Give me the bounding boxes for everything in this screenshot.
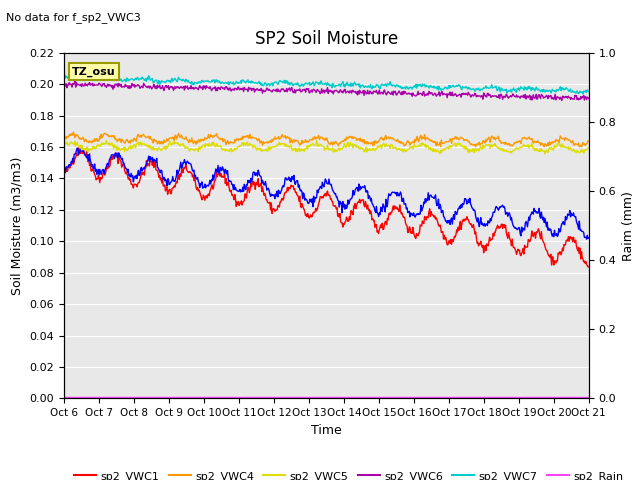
Text: TZ_osu: TZ_osu — [72, 67, 115, 77]
Text: No data for f_sp2_VWC3: No data for f_sp2_VWC3 — [6, 12, 141, 23]
Y-axis label: Raim (mm): Raim (mm) — [622, 191, 635, 261]
Title: SP2 Soil Moisture: SP2 Soil Moisture — [255, 30, 398, 48]
Y-axis label: Soil Moisture (m3/m3): Soil Moisture (m3/m3) — [11, 156, 24, 295]
X-axis label: Time: Time — [311, 424, 342, 437]
Legend: sp2_VWC1, sp2_VWC2, sp2_VWC4, sp2_VWC5, sp2_VWC6, sp2_VWC7, sp2_Rain: sp2_VWC1, sp2_VWC2, sp2_VWC4, sp2_VWC5, … — [70, 466, 628, 480]
